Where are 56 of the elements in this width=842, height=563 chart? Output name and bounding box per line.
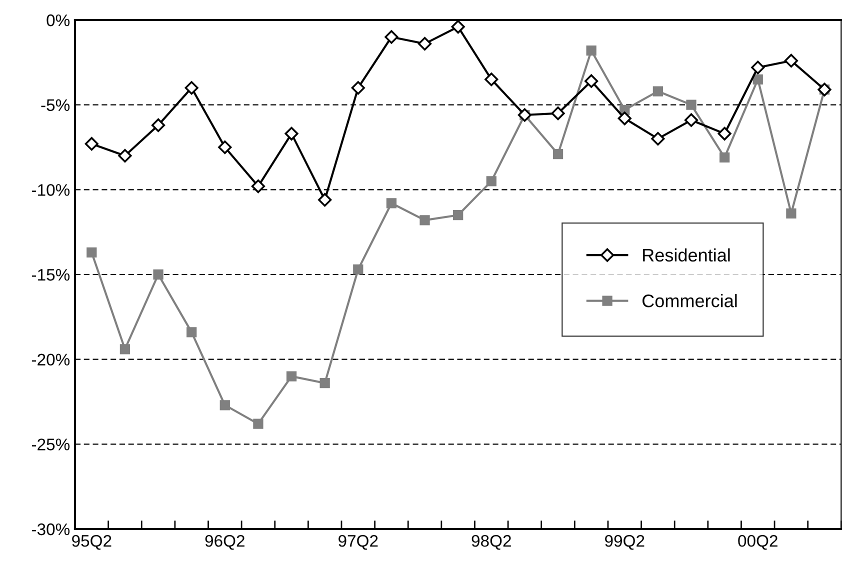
point — [552, 148, 564, 160]
point — [420, 215, 430, 226]
point — [220, 400, 230, 410]
y-tick-label: -25% — [32, 438, 70, 450]
point — [151, 118, 166, 132]
x-tick-label: 00Q2 — [738, 534, 778, 550]
point — [684, 113, 698, 127]
y-tick-label: -30% — [32, 523, 70, 536]
point — [686, 100, 696, 110]
point — [418, 36, 432, 51]
point — [486, 176, 496, 186]
y-tick-label: -10% — [32, 184, 70, 196]
point — [584, 74, 598, 88]
y-tick-label: -5% — [41, 99, 70, 112]
point — [618, 112, 632, 126]
point — [186, 327, 197, 338]
point — [484, 72, 498, 86]
x-tick-label: 99Q2 — [605, 534, 644, 550]
point — [784, 54, 798, 68]
point — [453, 210, 464, 220]
point — [651, 132, 665, 146]
point — [251, 179, 266, 194]
point — [284, 126, 298, 140]
x-tick-label: 95Q2 — [72, 534, 112, 550]
point — [120, 344, 130, 354]
point — [153, 269, 164, 280]
x-tick-label: 98Q2 — [472, 534, 511, 550]
point — [652, 86, 664, 96]
y-tick-label: 0% — [46, 14, 70, 26]
y-tick-label: -15% — [32, 268, 70, 281]
point — [751, 60, 765, 74]
point — [752, 74, 763, 84]
legend-label: Commercial — [642, 294, 737, 308]
point — [586, 45, 596, 56]
point — [451, 20, 465, 34]
point — [84, 137, 98, 151]
point — [86, 247, 97, 258]
point — [720, 152, 730, 162]
point — [718, 126, 732, 140]
point — [318, 193, 332, 207]
point — [218, 140, 232, 154]
point — [786, 208, 796, 218]
point — [253, 418, 264, 429]
point — [551, 106, 565, 120]
y-tick-label: -20% — [32, 354, 70, 366]
legend-label: Residential — [643, 248, 730, 262]
point — [386, 198, 397, 208]
x-tick-label: 97Q2 — [338, 534, 378, 550]
point — [353, 264, 364, 274]
point — [351, 81, 365, 95]
point — [184, 81, 198, 95]
point — [118, 148, 132, 163]
x-tick-label: 96Q2 — [205, 534, 244, 550]
point — [286, 371, 297, 382]
point — [320, 378, 330, 388]
point — [384, 30, 398, 44]
